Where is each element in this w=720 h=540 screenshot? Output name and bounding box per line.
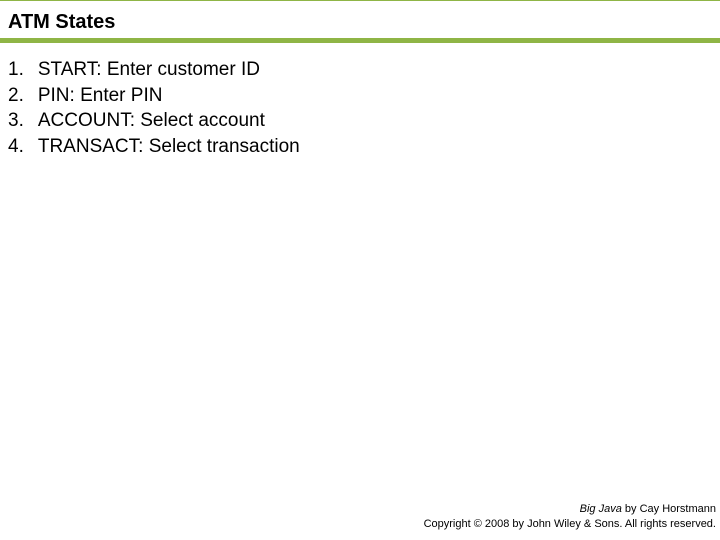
list-item: 4. TRANSACT: Select transaction xyxy=(8,134,300,160)
list-item: 2. PIN: Enter PIN xyxy=(8,83,300,109)
list-item-text: PIN: Enter PIN xyxy=(38,83,300,109)
header-region: ATM States xyxy=(0,1,720,38)
footer-book-title: Big Java xyxy=(580,503,622,515)
content-region: 1. START: Enter customer ID 2. PIN: Ente… xyxy=(0,43,720,160)
footer-line-1: Big Java by Cay Horstmann xyxy=(424,502,716,517)
footer-copyright: Copyright © 2008 by John Wiley & Sons. A… xyxy=(424,517,716,532)
list-item-number: 3. xyxy=(8,108,38,134)
list-item-number: 1. xyxy=(8,57,38,83)
slide-title: ATM States xyxy=(8,11,712,34)
list-item-number: 4. xyxy=(8,134,38,160)
list-item-text: ACCOUNT: Select account xyxy=(38,108,300,134)
footer: Big Java by Cay Horstmann Copyright © 20… xyxy=(424,502,716,532)
footer-byline: by Cay Horstmann xyxy=(622,503,716,515)
list-item-text: TRANSACT: Select transaction xyxy=(38,134,300,160)
list-item-text: START: Enter customer ID xyxy=(38,57,300,83)
list-item: 3. ACCOUNT: Select account xyxy=(8,108,300,134)
list-item: 1. START: Enter customer ID xyxy=(8,57,300,83)
list-item-number: 2. xyxy=(8,83,38,109)
ordered-list: 1. START: Enter customer ID 2. PIN: Ente… xyxy=(8,57,300,160)
